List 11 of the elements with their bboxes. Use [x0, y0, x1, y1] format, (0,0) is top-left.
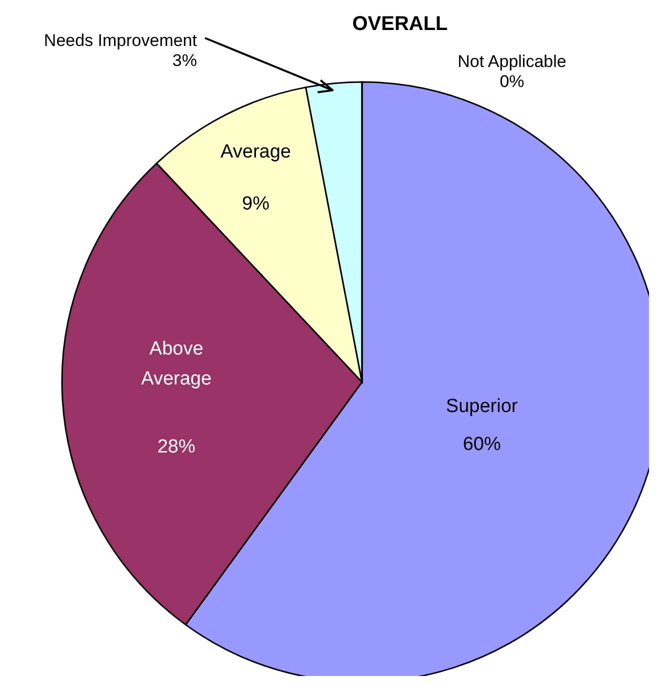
data-label: 3%: [172, 51, 197, 70]
data-label: 60%: [462, 434, 501, 455]
data-label: 9%: [242, 194, 270, 215]
data-label: 28%: [157, 436, 196, 458]
slice-label: Above Average: [141, 338, 212, 390]
chart-title: OVERALL: [352, 13, 448, 35]
slice-label: Superior: [446, 396, 518, 417]
category-label: Not Applicable: [458, 52, 566, 71]
text: 0%: [500, 72, 524, 91]
slice-label: Average: [220, 142, 291, 163]
slice-label: Needs Improvement: [44, 31, 198, 50]
